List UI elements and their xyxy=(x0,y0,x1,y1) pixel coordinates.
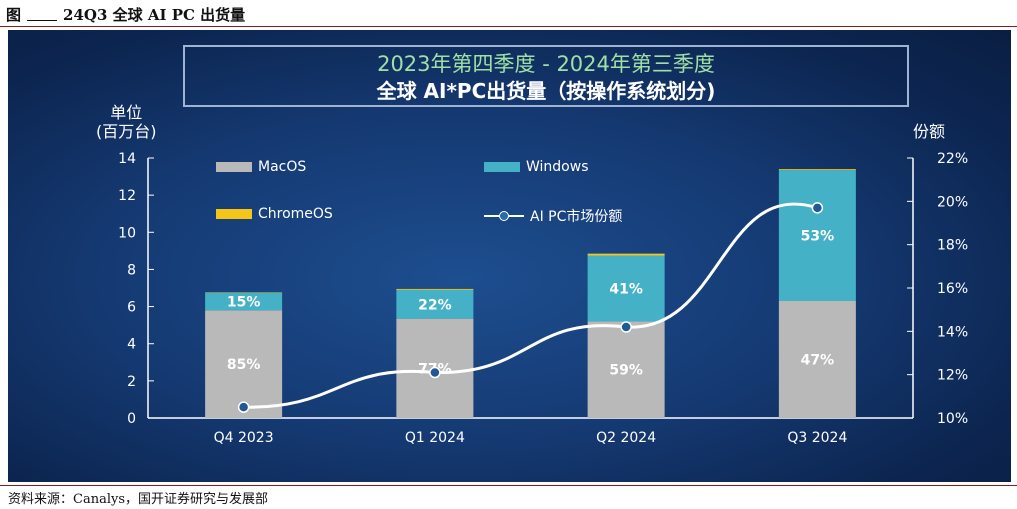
bar-data-label: 41% xyxy=(609,281,643,297)
bar-windows xyxy=(205,292,283,311)
bar-windows xyxy=(587,255,665,322)
y-axis-label: 单位 (百万台) xyxy=(96,103,157,141)
y2-tick-label: 18% xyxy=(937,238,968,254)
chart-title-box: 2023年第四季度 - 2024年第三季度 全球 AI*PC出货量（按操作系统划… xyxy=(183,45,909,107)
legend-windows-label: Windows xyxy=(526,159,589,175)
x-tick-label: Q2 2024 xyxy=(596,430,656,446)
x-tick-label: Q1 2024 xyxy=(405,430,465,446)
top-rule xyxy=(0,26,1017,27)
bar-data-label: 15% xyxy=(227,294,261,310)
x-tick-label: Q3 2024 xyxy=(787,430,847,446)
bar-chromeos xyxy=(778,169,856,171)
y-tick-label: 0 xyxy=(127,411,136,427)
y2-tick-label: 20% xyxy=(937,194,968,210)
y2-axis-label: 份额 xyxy=(913,122,946,141)
legend-chromeos-label: ChromeOS xyxy=(258,206,333,222)
y2-tick-label: 10% xyxy=(937,411,968,427)
footer-rule xyxy=(0,485,1017,486)
legend-chromeos: ChromeOS xyxy=(216,206,333,222)
y2-tick-label: 16% xyxy=(937,281,968,297)
legend-windows: Windows xyxy=(484,159,589,175)
legend-windows-swatch xyxy=(484,162,520,172)
y-tick-label: 4 xyxy=(127,337,136,353)
bar-data-label: 22% xyxy=(418,297,452,313)
bar-chromeos xyxy=(396,288,474,290)
y2-tick-label: 22% xyxy=(937,151,968,167)
bar-data-label: 53% xyxy=(801,229,835,245)
y-tick-label: 10 xyxy=(118,225,136,241)
bar-macos xyxy=(587,321,665,418)
figure-caption-prefix: 图 xyxy=(6,5,22,24)
legend-aipc-label: AI PC市场份额 xyxy=(530,209,623,225)
figure-caption-title: 24Q3 全球 AI PC 出货量 xyxy=(63,5,246,24)
chart-panel: 2023年第四季度 - 2024年第三季度 全球 AI*PC出货量（按操作系统划… xyxy=(8,30,1011,482)
x-tick-label: Q4 2023 xyxy=(214,430,274,446)
y2-tick-label: 12% xyxy=(937,368,968,384)
chart-plot: 0 2 4 6 8 10 12 14 10% 12% 14% 16% 18% 20% 22% 85% 15% Q4… xyxy=(118,151,968,446)
bar-windows xyxy=(396,289,474,319)
bar-macos xyxy=(778,301,856,418)
y-axis-label-text: 单位 (百万台) xyxy=(96,103,157,141)
bar-chromeos xyxy=(587,253,665,256)
chart-title: 2023年第四季度 - 2024年第三季度 xyxy=(377,52,715,76)
bar-data-label: 59% xyxy=(609,363,643,379)
legend-macos-swatch xyxy=(216,162,252,172)
bar-data-label: 47% xyxy=(801,353,835,369)
chart-subtitle: 全球 AI*PC出货量（按操作系统划分) xyxy=(376,79,716,103)
y-tick-label: 8 xyxy=(127,262,136,278)
share-point xyxy=(237,401,250,413)
bar-windows xyxy=(778,170,856,301)
figure-caption: 图 24Q3 全球 AI PC 出货量 xyxy=(6,3,245,25)
share-point xyxy=(620,321,632,333)
legend-aipc-share: AI PC市场份额 xyxy=(484,206,622,226)
share-line xyxy=(243,202,818,409)
y-tick-label: 12 xyxy=(118,188,136,204)
y2-tick-label: 14% xyxy=(937,324,968,340)
bar-data-label: 85% xyxy=(227,357,261,373)
legend-chromeos-swatch xyxy=(216,209,252,219)
caption-blank xyxy=(27,8,58,21)
source-note: 资料来源：Canalys，国开证券研究与发展部 xyxy=(8,492,268,507)
bar-macos xyxy=(205,310,283,418)
y-tick-label: 14 xyxy=(118,151,136,167)
legend-macos: MacOS xyxy=(216,159,306,175)
legend-aipc-line xyxy=(484,211,524,221)
y-tick-label: 6 xyxy=(127,300,136,316)
share-point xyxy=(429,366,441,379)
y-tick-label: 2 xyxy=(127,374,136,390)
share-point xyxy=(811,202,824,214)
legend-macos-label: MacOS xyxy=(258,159,307,175)
